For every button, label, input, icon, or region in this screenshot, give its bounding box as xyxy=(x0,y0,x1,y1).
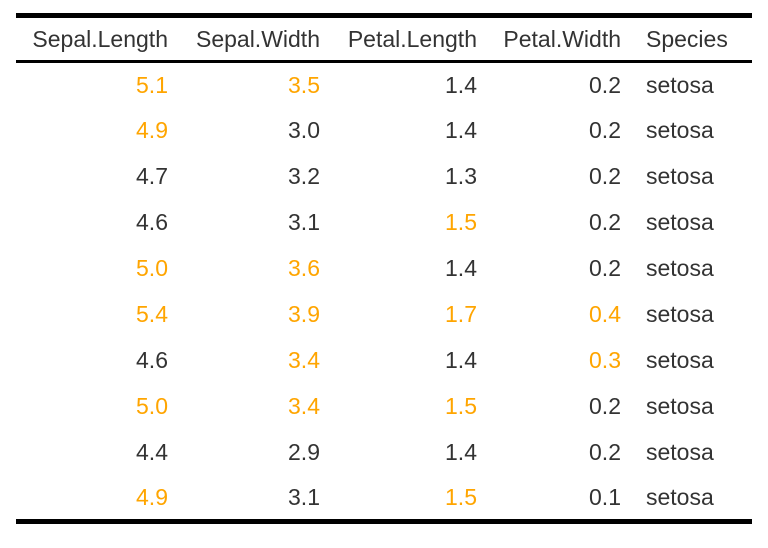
cell-petal-width: 0.2 xyxy=(589,71,621,98)
column-header-petal-width: Petal.Width xyxy=(503,25,621,52)
cell-petal-width: 0.2 xyxy=(589,163,621,189)
cell-sepal-width: 3.2 xyxy=(288,163,320,189)
iris-data-table: Sepal.Length Sepal.Width Petal.Length Pe… xyxy=(16,13,752,524)
cell-sepal-length: 5.4 xyxy=(136,301,168,327)
cell-species: setosa xyxy=(646,255,714,281)
cell-species: setosa xyxy=(646,71,714,98)
table-row: 4.6 3.1 1.5 0.2 setosa xyxy=(16,200,752,246)
table-header: Sepal.Length Sepal.Width Petal.Length Pe… xyxy=(16,15,752,62)
cell-sepal-width: 3.4 xyxy=(288,393,320,419)
cell-sepal-length: 4.4 xyxy=(136,439,168,465)
table-row: 5.0 3.6 1.4 0.2 setosa xyxy=(16,246,752,292)
cell-petal-length: 1.4 xyxy=(445,347,477,373)
cell-sepal-width: 3.1 xyxy=(288,483,320,510)
cell-sepal-width: 3.5 xyxy=(288,71,320,98)
table-row: 5.1 3.5 1.4 0.2 setosa xyxy=(16,62,752,108)
cell-sepal-width: 3.0 xyxy=(288,117,320,143)
cell-sepal-length: 4.7 xyxy=(136,163,168,189)
cell-petal-width: 0.1 xyxy=(589,483,621,510)
table-row: 4.9 3.1 1.5 0.1 setosa xyxy=(16,476,752,522)
cell-species: setosa xyxy=(646,347,714,373)
cell-petal-width: 0.4 xyxy=(589,301,621,327)
table-row: 4.4 2.9 1.4 0.2 setosa xyxy=(16,430,752,476)
column-header-species: Species xyxy=(646,25,728,52)
cell-petal-length: 1.4 xyxy=(445,255,477,281)
cell-sepal-width: 3.6 xyxy=(288,255,320,281)
cell-species: setosa xyxy=(646,301,714,327)
cell-sepal-length: 4.9 xyxy=(136,483,168,510)
cell-sepal-width: 3.9 xyxy=(288,301,320,327)
table-row: 4.6 3.4 1.4 0.3 setosa xyxy=(16,338,752,384)
cell-petal-width: 0.2 xyxy=(589,209,621,235)
cell-petal-length: 1.7 xyxy=(445,301,477,327)
cell-petal-length: 1.5 xyxy=(445,393,477,419)
cell-petal-length: 1.4 xyxy=(445,71,477,98)
table-body: 5.1 3.5 1.4 0.2 setosa 4.9 3.0 1.4 0.2 s… xyxy=(16,62,752,522)
cell-species: setosa xyxy=(646,483,714,510)
cell-sepal-length: 4.6 xyxy=(136,347,168,373)
cell-species: setosa xyxy=(646,393,714,419)
cell-petal-width: 0.3 xyxy=(589,347,621,373)
header-row: Sepal.Length Sepal.Width Petal.Length Pe… xyxy=(16,15,752,62)
cell-petal-length: 1.4 xyxy=(445,117,477,143)
column-header-petal-length: Petal.Length xyxy=(347,25,477,52)
cell-species: setosa xyxy=(646,117,714,143)
cell-sepal-length: 4.9 xyxy=(136,117,168,143)
cell-petal-width: 0.2 xyxy=(589,255,621,281)
table-row: 4.9 3.0 1.4 0.2 setosa xyxy=(16,108,752,154)
table-row: 5.0 3.4 1.5 0.2 setosa xyxy=(16,384,752,430)
cell-species: setosa xyxy=(646,209,714,235)
cell-sepal-length: 4.6 xyxy=(136,209,168,235)
cell-petal-length: 1.4 xyxy=(445,439,477,465)
column-header-sepal-length: Sepal.Length xyxy=(32,25,168,52)
cell-petal-length: 1.5 xyxy=(445,209,477,235)
cell-species: setosa xyxy=(646,439,714,465)
cell-petal-width: 0.2 xyxy=(589,117,621,143)
cell-sepal-length: 5.0 xyxy=(136,393,168,419)
cell-sepal-length: 5.0 xyxy=(136,255,168,281)
cell-sepal-width: 3.1 xyxy=(288,209,320,235)
cell-petal-width: 0.2 xyxy=(589,393,621,419)
cell-petal-length: 1.5 xyxy=(445,483,477,510)
table-row: 5.4 3.9 1.7 0.4 setosa xyxy=(16,292,752,338)
cell-sepal-width: 3.4 xyxy=(288,347,320,373)
cell-sepal-length: 5.1 xyxy=(136,71,168,98)
table-row: 4.7 3.2 1.3 0.2 setosa xyxy=(16,154,752,200)
cell-petal-width: 0.2 xyxy=(589,439,621,465)
cell-species: setosa xyxy=(646,163,714,189)
cell-petal-length: 1.3 xyxy=(445,163,477,189)
column-header-sepal-width: Sepal.Width xyxy=(195,25,320,52)
cell-sepal-width: 2.9 xyxy=(288,439,320,465)
table-figure: Sepal.Length Sepal.Width Petal.Length Pe… xyxy=(16,13,752,524)
